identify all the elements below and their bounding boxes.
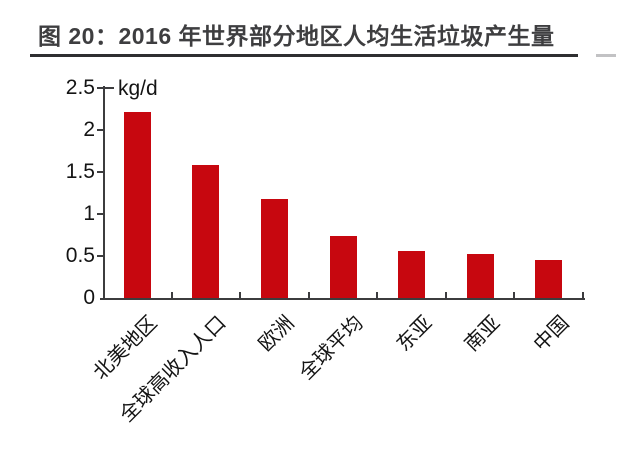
bar — [192, 165, 220, 298]
bar — [260, 198, 288, 298]
title-underline — [30, 54, 578, 57]
category-label: 全球平均 — [295, 312, 368, 385]
category-label: 东亚 — [392, 312, 437, 356]
y-axis-tick-label: 0.5 — [65, 244, 95, 267]
x-axis-tick — [239, 292, 242, 298]
y-axis-tick — [97, 171, 104, 173]
category-label: 南亚 — [460, 312, 505, 356]
y-axis-tick — [97, 129, 104, 131]
y-axis-tick-label: 1 — [83, 202, 95, 225]
bar — [535, 260, 563, 298]
x-axis-tick — [170, 292, 173, 298]
bar — [123, 112, 151, 298]
y-axis-top-tick — [105, 87, 114, 89]
y-axis-tick — [97, 87, 104, 89]
title-underline-dash — [596, 54, 616, 57]
y-axis-tick-label: 1.5 — [65, 160, 95, 183]
x-axis-tick — [582, 292, 584, 298]
bar-chart: 0 0.5 1 1.5 2 2.5 kg/d 北美地区 全球高收入人口 欧洲 全球平均 东亚 南亚 中国 — [0, 60, 618, 451]
y-axis-tick — [97, 213, 104, 215]
category-label: 北美地区 — [89, 312, 162, 385]
category-label: 中国 — [529, 312, 574, 356]
figure-title: 图 20：2016 年世界部分地区人均生活垃圾产生量 — [38, 23, 555, 49]
y-axis-line — [103, 86, 105, 300]
bar — [329, 235, 357, 298]
x-axis-tick — [376, 292, 379, 298]
bar — [466, 254, 494, 298]
x-axis-line — [100, 298, 585, 300]
y-axis-tick — [97, 255, 104, 257]
x-axis-tick — [513, 292, 516, 298]
x-axis-tick — [307, 292, 310, 298]
y-axis-tick-label: 2.5 — [65, 76, 95, 99]
y-axis-unit-label: kg/d — [118, 77, 158, 100]
category-label: 欧洲 — [255, 312, 299, 356]
x-axis-tick — [444, 292, 447, 298]
y-axis-tick-label: 0 — [83, 286, 95, 309]
bar — [398, 250, 426, 298]
y-axis-tick-label: 2 — [83, 118, 95, 141]
